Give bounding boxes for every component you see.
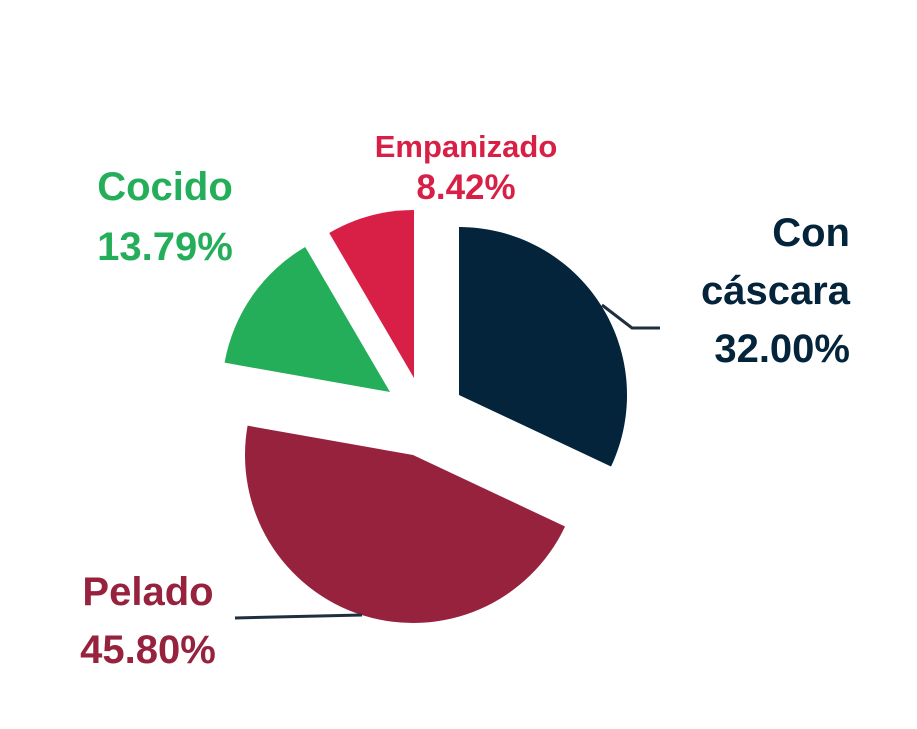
slice-label-pelado: Pelado xyxy=(82,570,213,614)
slice-value-label-empanizado: 8.42% xyxy=(416,168,515,207)
slice-label-con-cascara: Con xyxy=(772,211,850,255)
slice-value-label-pelado: 45.80% xyxy=(80,628,216,672)
slice-labels: Con cáscara 32.00% Pelado 45.80% Cocido 13.79%… xyxy=(80,129,851,672)
leader-line-con-cascara xyxy=(601,303,660,330)
pie-slice-empanizado xyxy=(329,210,414,378)
leader-line-pelado xyxy=(234,613,363,620)
slice-value-label-cocido: 13.79% xyxy=(97,225,233,269)
slice-label-con-cascara: cáscara xyxy=(701,269,851,313)
pie-slice-pelado xyxy=(244,425,566,624)
leader-lines xyxy=(234,303,660,620)
pie-slices xyxy=(224,210,628,624)
pie-slice-con-cascara xyxy=(459,227,628,467)
slice-label-cocido: Cocido xyxy=(97,165,233,209)
slice-label-empanizado: Empanizado xyxy=(375,129,558,164)
slice-value-label-con-cascara: 32.00% xyxy=(714,327,850,371)
pie-slice-cocido xyxy=(224,246,390,392)
